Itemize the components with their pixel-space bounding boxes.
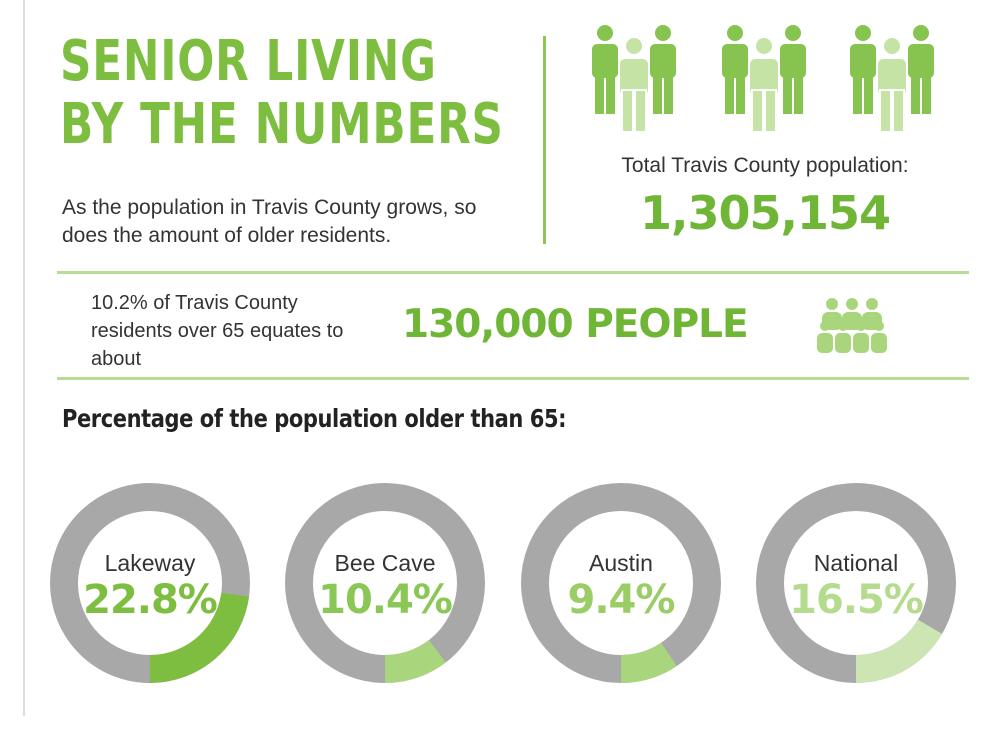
population-label: Total Travis County population: [621,154,909,177]
donut-value-arc [756,483,956,683]
title-line-1: SENIOR LIVING [60,29,437,94]
horizontal-divider-bottom [57,377,969,380]
donut-value-label: 10.4% [318,577,452,623]
seniors-group-icon [817,298,887,353]
donut-value-arc [521,483,721,683]
donut-category-label: Lakeway [105,550,196,576]
donut-value-arc [50,483,250,683]
people-group-icons [588,22,938,134]
donut-value-label: 16.5% [789,577,923,623]
donut-value-label: 22.8% [83,577,217,623]
people-group-icon [592,25,676,133]
horizontal-divider-top [57,271,969,274]
donut-category-label: National [814,550,898,576]
title-line-2: BY THE NUMBERS [60,92,504,157]
donut-value-arc [285,483,485,683]
older-residents-text: 10.2% of Travis County residents over 65… [91,292,344,370]
people-group-icon [722,25,806,133]
donut-category-label: Bee Cave [334,550,435,576]
page-title: SENIOR LIVING BY THE NUMBERS [60,30,504,156]
older-residents-value: 130,000 PEOPLE [402,302,749,347]
vertical-divider [543,36,546,244]
chart-title: Percentage of the population older than … [62,404,567,433]
donut-category-label: Austin [589,550,653,576]
people-group-icon [850,25,934,133]
donut-value-label: 9.4% [568,577,675,623]
left-border [23,0,25,716]
population-value: 1,305,154 [640,186,891,240]
intro-text: As the population in Travis County grows… [62,196,477,247]
